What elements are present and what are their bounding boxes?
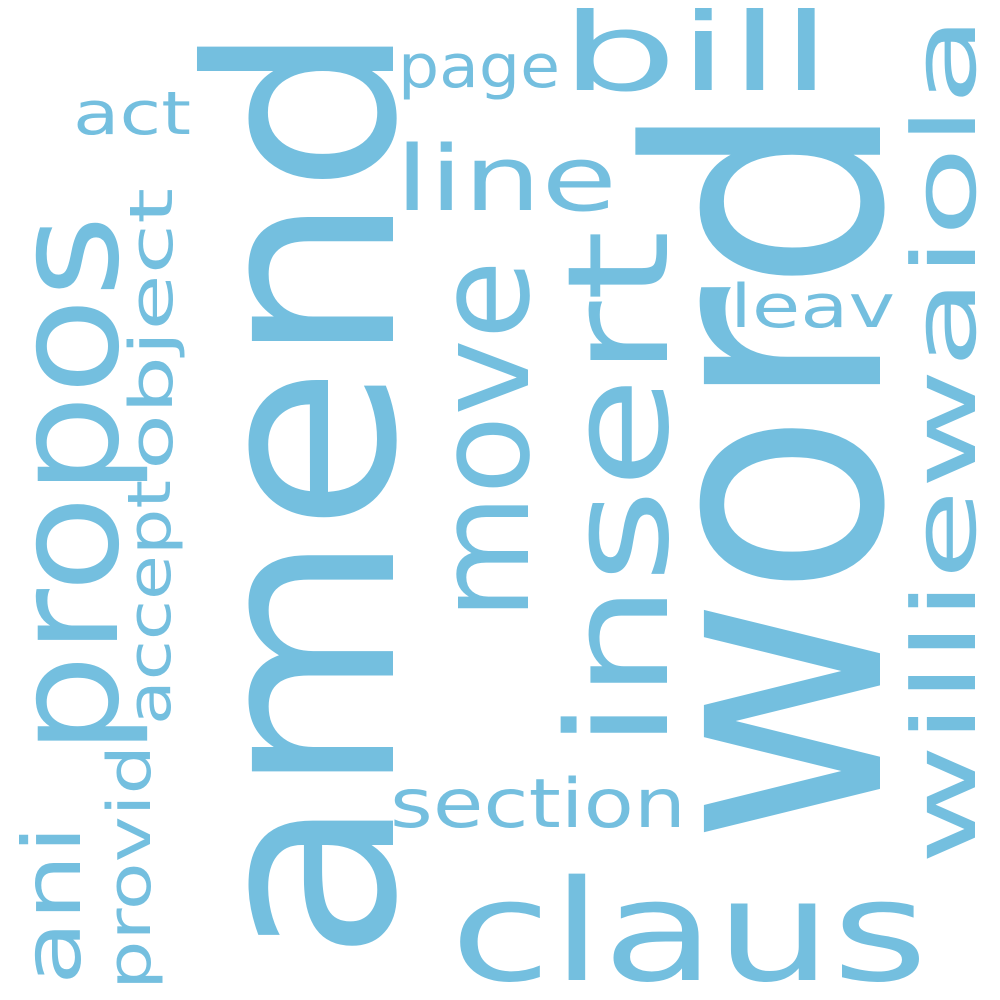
word-claus: claus — [450, 851, 928, 1000]
word-ani: ani — [6, 825, 99, 985]
word-section: section — [390, 765, 686, 844]
word-object: object — [117, 188, 187, 470]
word-page: page — [398, 32, 560, 102]
word-accept: accept — [115, 480, 185, 725]
word-leav: leav — [730, 272, 895, 342]
word-bill: bill — [560, 0, 832, 116]
word-move: move — [410, 260, 559, 620]
word-line: line — [395, 127, 617, 232]
word-word: word — [581, 100, 956, 845]
word-amend: amend — [154, 22, 454, 962]
word-provid: provid — [95, 745, 165, 990]
word-act: act — [73, 79, 191, 149]
word-insert: insert — [538, 230, 701, 750]
word-williewaiola: williewaiola — [893, 15, 996, 865]
word-propos: propos — [0, 215, 152, 755]
